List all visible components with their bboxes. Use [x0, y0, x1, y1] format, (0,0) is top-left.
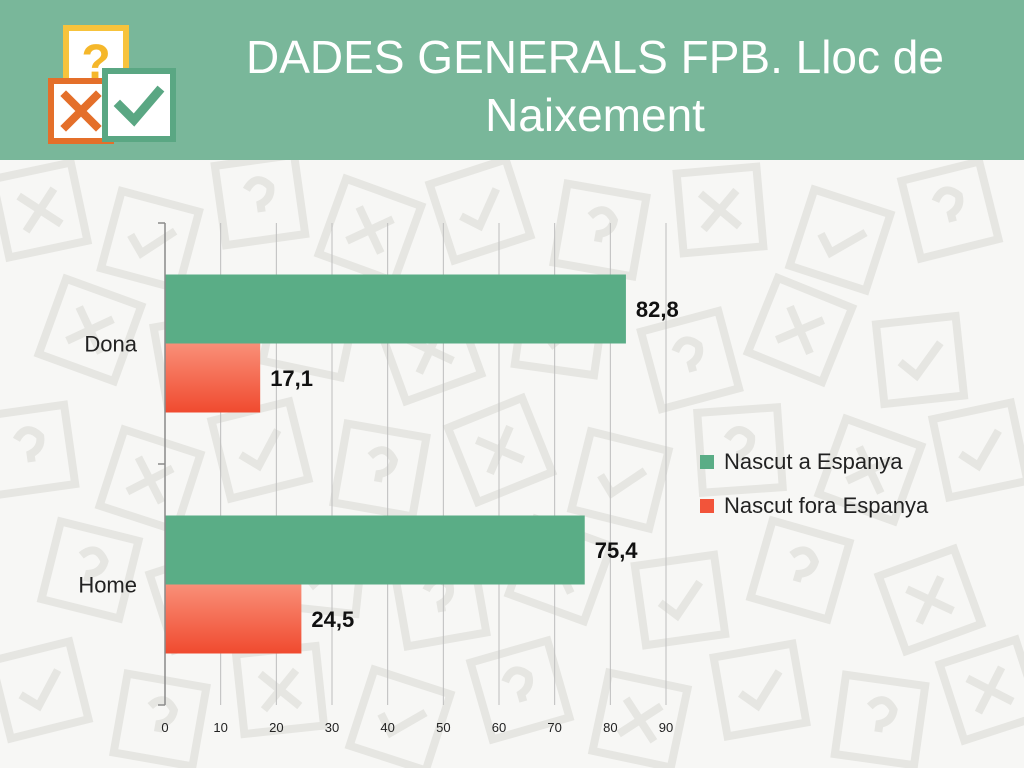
legend-label-espanya: Nascut a Espanya — [724, 449, 903, 474]
background-checkbox-shape — [709, 639, 811, 741]
background-checkbox-shape — [813, 413, 927, 527]
x-tick-label: 20 — [269, 720, 283, 735]
background-question-shape — [789, 546, 820, 583]
background-check-shape — [238, 428, 282, 472]
background-check-shape — [738, 669, 783, 712]
background-cross-shape — [616, 696, 664, 744]
background-checkbox-shape — [636, 306, 744, 414]
legend-label-fora: Nascut fora Espanya — [724, 493, 929, 518]
background-checkbox-shape — [0, 636, 94, 744]
background-cross-shape — [345, 205, 395, 255]
background-check-shape — [459, 187, 500, 232]
y-category-label: Dona — [84, 332, 137, 357]
background-checkbox-shape — [94, 424, 206, 536]
bar-fora — [165, 343, 261, 413]
background-cross-shape — [905, 575, 955, 625]
background-checkbox-shape — [0, 157, 93, 263]
background-checkbox-shape — [927, 397, 1024, 503]
quiz-logo-icon: ? — [48, 25, 176, 144]
background-question-shape — [671, 336, 704, 373]
background-cross-shape — [845, 445, 895, 495]
page-title: DADES GENERALS FPB. Lloc de Naixement — [210, 28, 980, 144]
x-tick-label: 90 — [659, 720, 673, 735]
page-title-line-1: DADES GENERALS FPB. Lloc de — [246, 31, 944, 83]
background-checkbox-shape — [313, 173, 427, 287]
data-label: 17,1 — [270, 366, 313, 391]
data-label: 82,8 — [636, 297, 679, 322]
background-checkbox-shape — [871, 311, 969, 409]
background-question-shape — [242, 176, 275, 213]
data-label: 24,5 — [311, 607, 354, 632]
legend-item-nascut-fora-espanya: Nascut fora Espanya — [700, 484, 928, 528]
background-checkbox-shape — [896, 156, 1004, 264]
x-tick-label: 80 — [603, 720, 617, 735]
background-checkbox-shape — [934, 634, 1024, 746]
background-checkbox-shape — [693, 403, 787, 497]
background-question-shape — [723, 426, 756, 463]
background-checkbox-shape — [873, 543, 987, 657]
y-category-label: Home — [78, 573, 137, 598]
background-cross-shape — [65, 305, 115, 355]
background-question-shape — [147, 696, 179, 733]
data-label: 75,4 — [595, 538, 639, 563]
background-checkbox-shape — [33, 273, 147, 387]
bar-fora — [165, 584, 302, 654]
background-checkbox-shape — [587, 667, 693, 768]
background-checkbox-shape — [109, 669, 211, 768]
background-check-shape — [127, 227, 178, 259]
legend-swatch-fora — [700, 499, 714, 513]
background-checkbox-shape — [442, 392, 558, 508]
background-checkbox-shape — [745, 515, 855, 625]
background-question-shape — [12, 426, 45, 463]
background-cross-shape — [16, 186, 64, 234]
background-checkbox-shape — [465, 635, 575, 745]
background-checkbox-shape — [784, 184, 896, 296]
background-cross-shape — [475, 425, 525, 475]
x-tick-label: 0 — [161, 720, 168, 735]
background-question-shape — [78, 546, 109, 583]
chart-legend: Nascut a Espanya Nascut fora Espanya — [700, 440, 928, 528]
background-question-shape — [367, 446, 399, 483]
background-checkbox-shape — [672, 162, 768, 258]
background-question-shape — [587, 206, 619, 243]
background-checkbox-shape — [0, 400, 80, 500]
background-check-shape — [377, 709, 428, 739]
background-cross-shape — [697, 187, 743, 233]
background-check-shape — [597, 467, 648, 500]
background-checkbox-shape — [549, 179, 651, 281]
background-checkbox-shape — [742, 272, 858, 388]
background-checkbox-shape — [424, 154, 536, 266]
background-check-shape — [18, 668, 62, 712]
legend-item-nascut-a-espanya: Nascut a Espanya — [700, 440, 928, 484]
bar-espanya — [165, 515, 585, 585]
background-question-shape — [931, 186, 964, 223]
background-checkbox-shape — [630, 550, 730, 650]
title-banner: ? DADES GENERALS FPB. Lloc de Naixement — [0, 0, 1024, 160]
background-question-shape — [501, 666, 534, 703]
background-cross-shape — [775, 305, 825, 355]
page-title-line-2: Naixement — [485, 89, 705, 141]
x-tick-label: 70 — [547, 720, 561, 735]
background-checkbox-shape — [96, 186, 204, 294]
background-checkbox-shape — [36, 516, 144, 624]
background-checkbox-shape — [344, 664, 456, 768]
background-checkbox-shape — [830, 670, 930, 768]
bar-espanya — [165, 274, 626, 344]
x-tick-label: 40 — [380, 720, 394, 735]
background-cross-shape — [965, 665, 1015, 715]
x-tick-label: 10 — [213, 720, 227, 735]
background-question-shape — [866, 696, 898, 733]
x-tick-label: 50 — [436, 720, 450, 735]
background-check-shape — [897, 340, 944, 382]
background-cross-shape — [257, 667, 303, 713]
legend-swatch-espanya — [700, 455, 714, 469]
background-checkbox-shape — [210, 150, 310, 250]
background-check-shape — [817, 229, 868, 259]
x-tick-label: 30 — [325, 720, 339, 735]
x-tick-label: 60 — [492, 720, 506, 735]
background-checkbox-shape — [329, 419, 431, 521]
background-check-shape — [958, 428, 1002, 472]
